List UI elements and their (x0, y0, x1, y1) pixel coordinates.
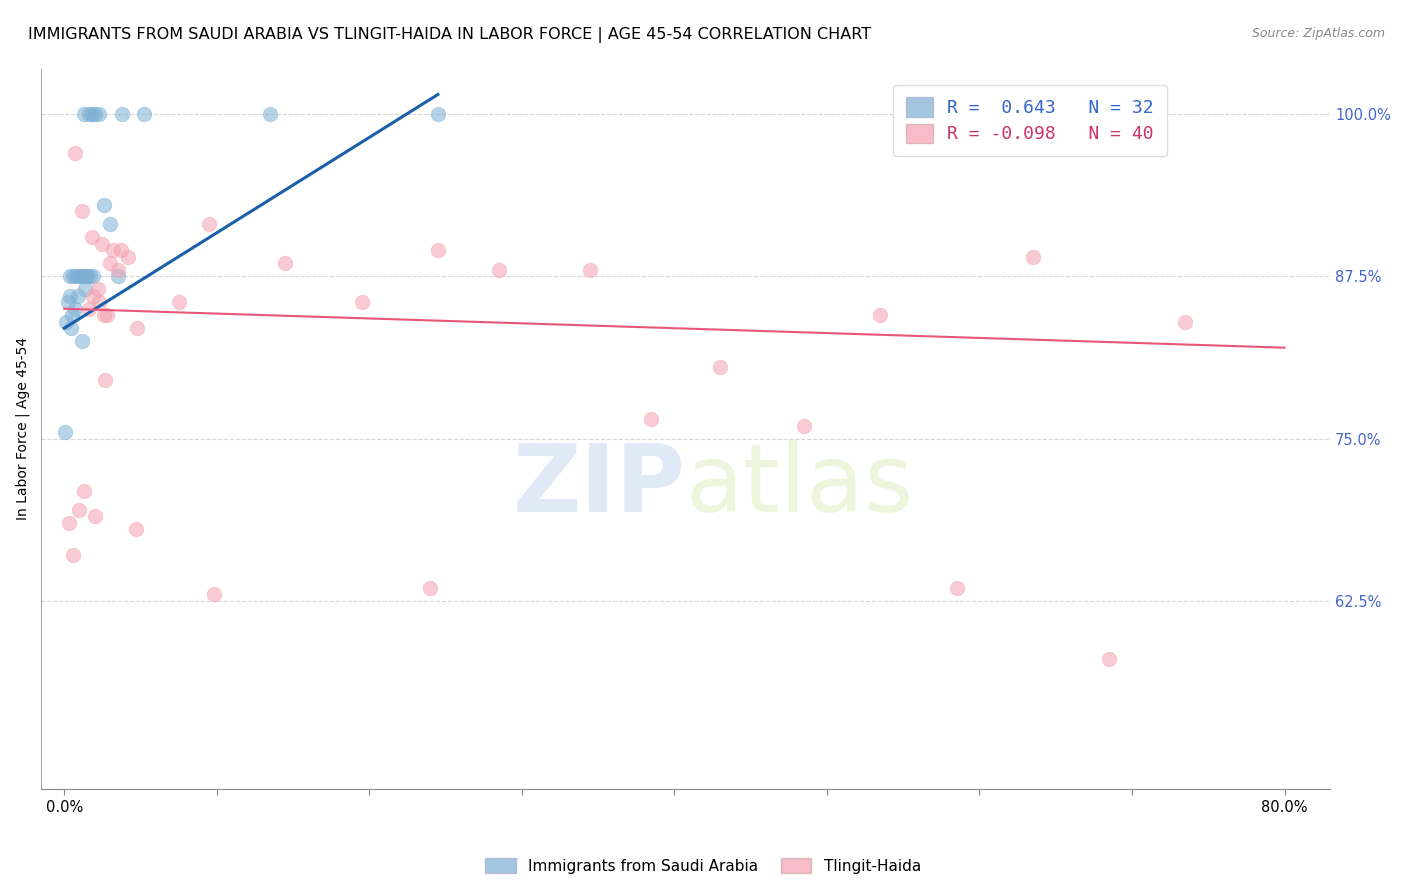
Point (82, 289, 104, 303)
Point (640, 412, 662, 426)
Point (167, 295, 190, 310)
Point (869, 308, 891, 322)
Point (73, 483, 96, 498)
Point (69, 269, 91, 284)
Point (83, 509, 105, 524)
Point (80, 230, 103, 244)
Point (793, 418, 815, 433)
Point (93, 308, 115, 322)
Text: Source: ZipAtlas.com: Source: ZipAtlas.com (1251, 27, 1385, 40)
Point (107, 269, 129, 284)
Point (60, 321, 83, 335)
Point (350, 295, 373, 310)
Point (73, 282, 96, 296)
Point (62, 549, 84, 563)
Point (87, 282, 110, 296)
Point (1174, 315, 1197, 329)
Point (59, 269, 82, 284)
Point (73, 107, 96, 121)
Text: atlas: atlas (686, 441, 914, 533)
Text: ZIP: ZIP (513, 441, 686, 533)
Point (93, 198, 115, 212)
Point (58, 289, 80, 303)
Text: IMMIGRANTS FROM SAUDI ARABIA VS TLINGIT-HAIDA IN LABOR FORCE | AGE 45-54 CORRELA: IMMIGRANTS FROM SAUDI ARABIA VS TLINGIT-… (28, 27, 872, 43)
Point (58, 516, 80, 530)
Point (96, 308, 118, 322)
Point (79, 269, 101, 284)
Point (70, 269, 93, 284)
Point (63, 301, 86, 316)
Point (72, 204, 94, 219)
Point (89, 107, 111, 121)
Point (125, 523, 148, 537)
Point (55, 425, 77, 439)
Point (63, 145, 86, 160)
Point (82, 269, 104, 284)
Point (69, 503, 91, 517)
Point (83, 107, 105, 121)
Point (76, 269, 98, 284)
Point (1098, 652, 1121, 666)
Point (77, 107, 100, 121)
Point (72, 269, 94, 284)
Y-axis label: In Labor Force | Age 45-54: In Labor Force | Age 45-54 (15, 337, 30, 520)
Point (945, 581, 967, 595)
Point (62, 269, 84, 284)
Point (56, 295, 79, 310)
Legend: R =  0.643   N = 32, R = -0.098   N = 40: R = 0.643 N = 32, R = -0.098 N = 40 (893, 85, 1167, 156)
Point (65, 269, 87, 284)
Point (426, 244, 449, 258)
Point (117, 250, 139, 264)
Point (77, 301, 100, 316)
Point (198, 217, 221, 231)
Point (98, 256, 121, 270)
Point (1022, 250, 1045, 264)
Point (101, 244, 124, 258)
Point (202, 587, 225, 601)
Legend: Immigrants from Saudi Arabia, Tlingit-Haida: Immigrants from Saudi Arabia, Tlingit-Ha… (479, 852, 927, 880)
Point (107, 262, 129, 277)
Point (579, 262, 602, 277)
Point (80, 107, 103, 121)
Point (419, 581, 441, 595)
Point (426, 107, 449, 121)
Point (55, 315, 77, 329)
Point (259, 107, 281, 121)
Point (60, 308, 83, 322)
Point (709, 360, 731, 375)
Point (70, 334, 93, 348)
Point (488, 262, 510, 277)
Point (98, 217, 121, 231)
Point (274, 256, 297, 270)
Point (91, 236, 114, 251)
Point (127, 321, 149, 335)
Point (110, 244, 132, 258)
Point (66, 289, 89, 303)
Point (111, 107, 134, 121)
Point (132, 107, 155, 121)
Point (89, 295, 111, 310)
Point (94, 373, 117, 387)
Point (75, 269, 97, 284)
